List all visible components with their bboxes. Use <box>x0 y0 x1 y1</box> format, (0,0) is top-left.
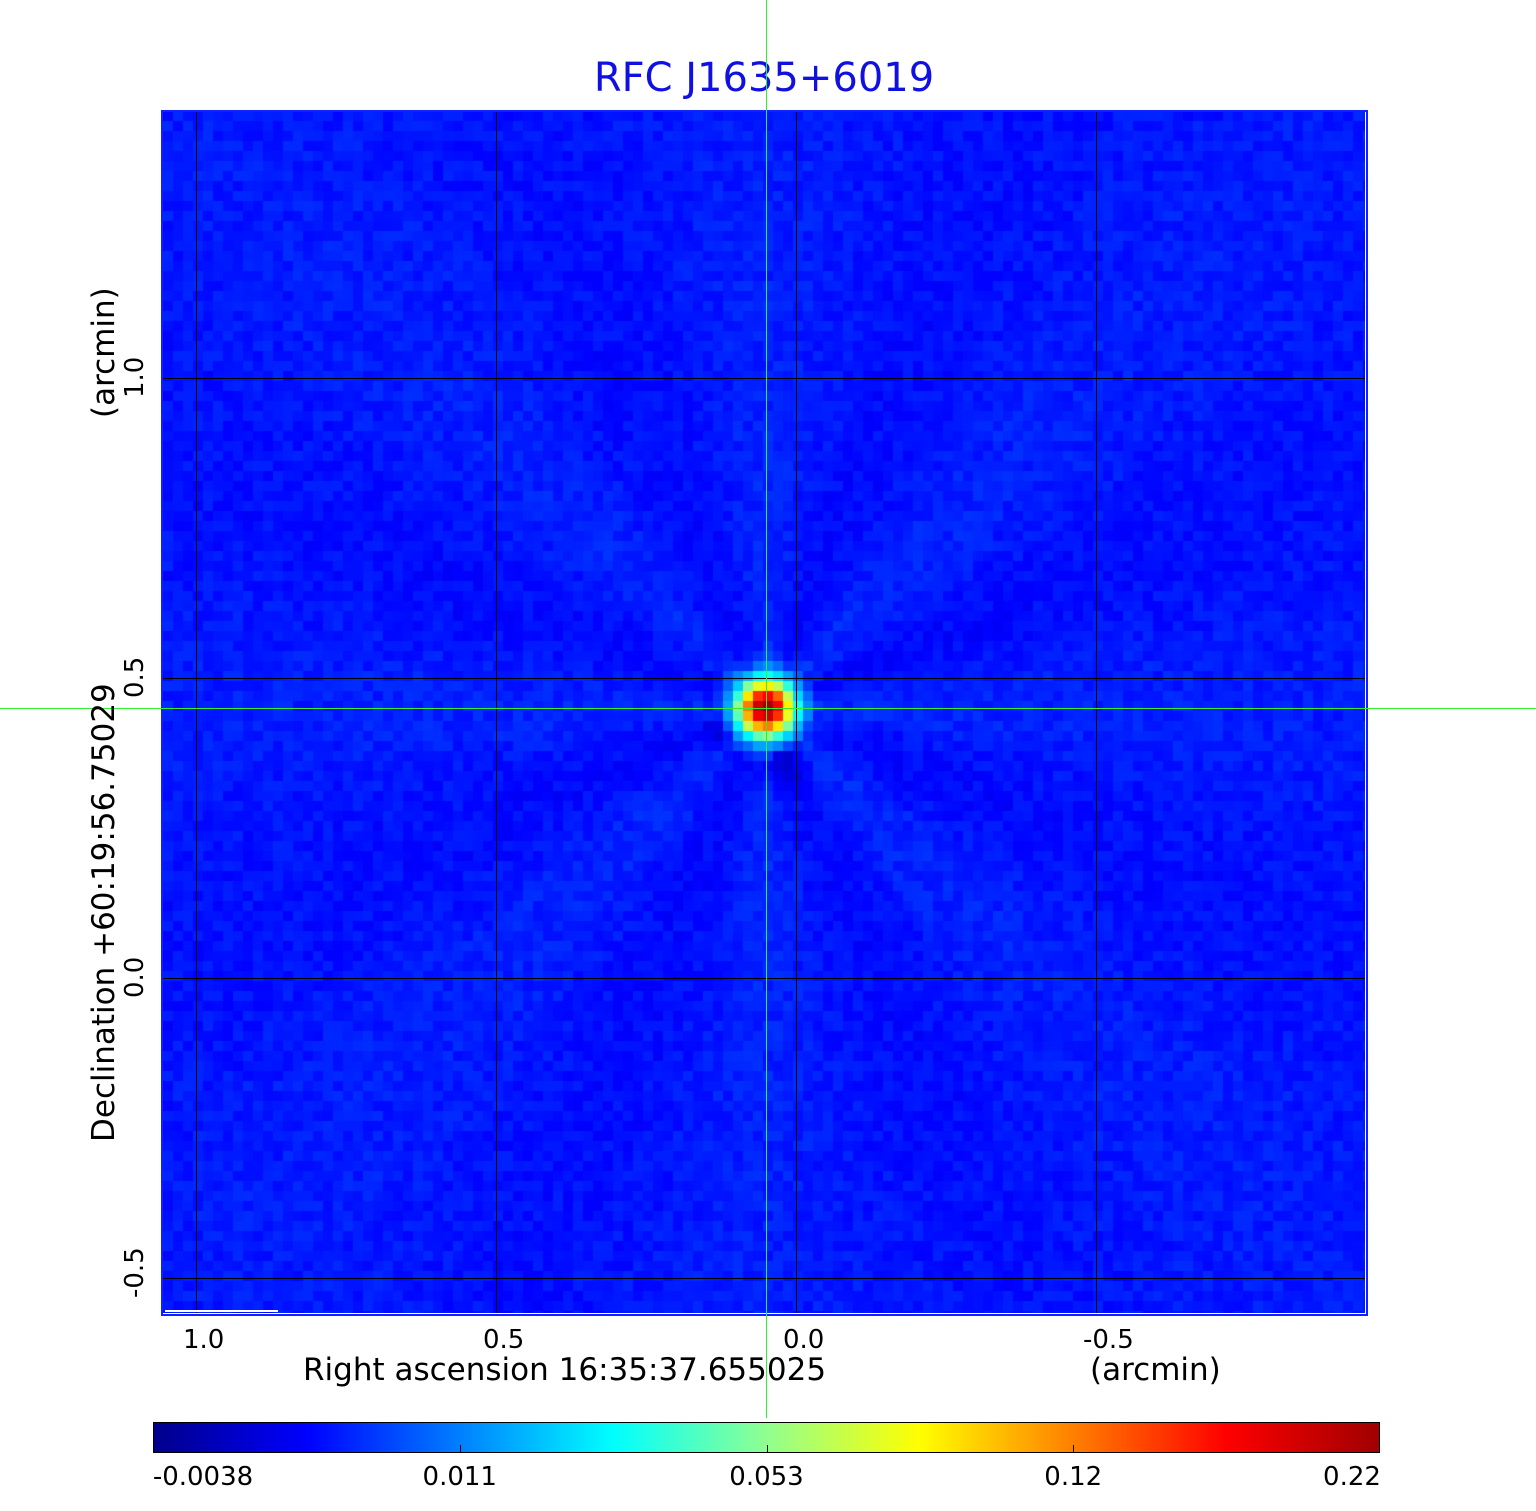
colorbar-tick-label: 0.011 <box>422 1462 497 1492</box>
colorbar-tick-label: 0.053 <box>729 1462 804 1492</box>
x-tick-label: 1.0 <box>183 1325 225 1355</box>
x-tick-label: 0.5 <box>483 1325 525 1355</box>
grid-line-x <box>496 111 497 1313</box>
colorbar-tick-label: 0.22 <box>1323 1462 1381 1492</box>
x-axis-unit: (arcmin) <box>1090 1352 1221 1388</box>
y-axis-unit: (arcmin) <box>86 287 122 418</box>
colorbar-tick-label: -0.0038 <box>152 1462 254 1492</box>
grid-line-y <box>163 978 1365 979</box>
heatmap-image <box>163 111 1365 1313</box>
grid-line-x <box>1096 111 1097 1313</box>
image-plot-area[interactable] <box>163 111 1365 1313</box>
y-tick-label: 1.0 <box>120 356 150 398</box>
colorbar-tick <box>1379 1445 1380 1453</box>
colorbar-tick <box>459 1445 461 1453</box>
crosshair-vertical <box>766 0 767 1418</box>
beam-scale-bar <box>165 1310 278 1312</box>
colorbar-tick <box>1073 1445 1075 1453</box>
y-tick-label: 0.5 <box>120 656 150 698</box>
crosshair-horizontal <box>0 708 1536 709</box>
grid-line-y <box>163 1278 1365 1279</box>
chart-title: RFC J1635+6019 <box>593 55 935 101</box>
y-axis-label: Declination +60:19:56.75029 <box>86 683 122 1142</box>
y-tick-label: -0.5 <box>120 1247 150 1298</box>
grid-line-x <box>796 111 797 1313</box>
colorbar-tick <box>766 1445 768 1453</box>
grid-line-y <box>163 678 1365 679</box>
x-axis-label: Right ascension 16:35:37.655025 <box>303 1352 827 1388</box>
x-tick-label: 0.0 <box>783 1325 825 1355</box>
colorbar-tick <box>153 1445 154 1453</box>
grid-line-x <box>196 111 197 1313</box>
colorbar-tick-label: 0.12 <box>1044 1462 1103 1492</box>
x-tick-label: -0.5 <box>1083 1325 1134 1355</box>
y-tick-label: 0.0 <box>120 956 150 998</box>
grid-line-y <box>163 378 1365 379</box>
